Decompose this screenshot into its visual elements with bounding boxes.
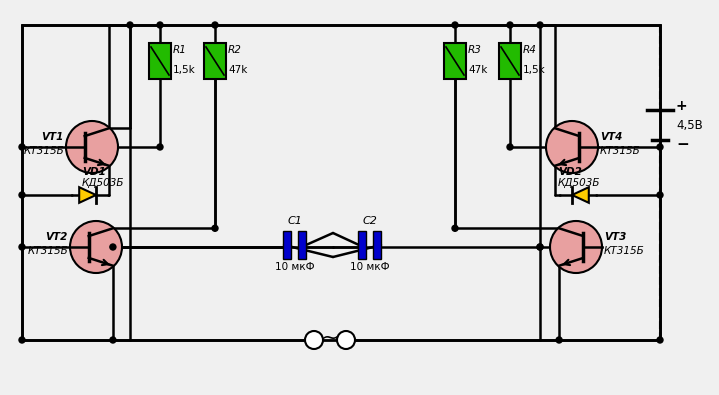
Text: R1: R1	[173, 45, 187, 55]
Circle shape	[337, 331, 355, 349]
Circle shape	[537, 244, 543, 250]
Text: КТ315Б: КТ315Б	[604, 246, 645, 256]
Circle shape	[110, 244, 116, 250]
Text: VD1: VD1	[82, 167, 106, 177]
Text: +: +	[676, 99, 687, 113]
Text: VD2: VD2	[558, 167, 582, 177]
Circle shape	[657, 192, 663, 198]
Circle shape	[212, 225, 218, 231]
Circle shape	[66, 121, 118, 173]
Circle shape	[546, 121, 598, 173]
Text: 10 мкФ: 10 мкФ	[350, 262, 390, 272]
Circle shape	[537, 244, 543, 250]
Circle shape	[19, 244, 25, 250]
Circle shape	[452, 225, 458, 231]
Text: 47k: 47k	[228, 65, 247, 75]
Text: ~: ~	[321, 328, 339, 348]
Circle shape	[507, 22, 513, 28]
Circle shape	[19, 192, 25, 198]
Text: VT3: VT3	[604, 232, 626, 242]
Circle shape	[657, 144, 663, 150]
Text: C2: C2	[362, 216, 377, 226]
Polygon shape	[572, 187, 589, 203]
Text: 4,5В: 4,5В	[676, 118, 702, 132]
Bar	[444, 43, 466, 79]
Bar	[499, 43, 521, 79]
Circle shape	[507, 144, 513, 150]
Text: −: −	[676, 137, 689, 152]
Circle shape	[212, 22, 218, 28]
Text: 47k: 47k	[468, 65, 487, 75]
Circle shape	[550, 221, 602, 273]
Circle shape	[305, 331, 323, 349]
Text: VT4: VT4	[600, 132, 623, 142]
Circle shape	[556, 337, 562, 343]
Bar	[149, 43, 171, 79]
Polygon shape	[79, 187, 96, 203]
Circle shape	[452, 22, 458, 28]
Bar	[283, 231, 291, 259]
Text: 1,5k: 1,5k	[173, 65, 196, 75]
Text: VT2: VT2	[45, 232, 68, 242]
Bar	[359, 231, 367, 259]
Text: КТ315Б: КТ315Б	[27, 246, 68, 256]
Text: 1,5k: 1,5k	[523, 65, 546, 75]
Circle shape	[537, 22, 543, 28]
Circle shape	[110, 337, 116, 343]
Circle shape	[70, 221, 122, 273]
Text: КД503Б: КД503Б	[558, 178, 600, 188]
Text: R4: R4	[523, 45, 537, 55]
Text: VT1: VT1	[42, 132, 64, 142]
Text: КТ315Б: КТ315Б	[23, 146, 64, 156]
Circle shape	[19, 337, 25, 343]
Circle shape	[19, 144, 25, 150]
Text: R3: R3	[468, 45, 482, 55]
Text: 10 мкФ: 10 мкФ	[275, 262, 315, 272]
Text: КТ315Б: КТ315Б	[600, 146, 641, 156]
Circle shape	[157, 144, 163, 150]
Circle shape	[127, 22, 133, 28]
Circle shape	[157, 22, 163, 28]
Text: C1: C1	[288, 216, 303, 226]
Text: КД503Б: КД503Б	[82, 178, 124, 188]
Circle shape	[657, 337, 663, 343]
Bar	[373, 231, 382, 259]
Bar	[204, 43, 226, 79]
Bar	[22, 25, 660, 340]
Bar	[298, 231, 306, 259]
Text: R2: R2	[228, 45, 242, 55]
